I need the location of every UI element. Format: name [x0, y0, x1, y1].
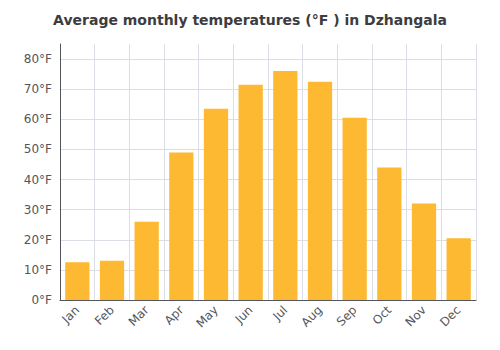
svg-text:Oct: Oct [370, 303, 395, 328]
svg-text:Dec: Dec [437, 303, 463, 329]
svg-text:Nov: Nov [403, 303, 429, 329]
svg-text:Jun: Jun [232, 303, 256, 327]
svg-text:70°F: 70°F [24, 82, 52, 96]
svg-text:Feb: Feb [92, 303, 117, 328]
svg-text:40°F: 40°F [24, 173, 52, 187]
svg-text:May: May [194, 303, 221, 330]
svg-text:60°F: 60°F [24, 112, 52, 126]
svg-text:Jul: Jul [269, 303, 290, 324]
svg-text:50°F: 50°F [24, 142, 52, 156]
svg-text:30°F: 30°F [24, 203, 52, 217]
svg-text:Sep: Sep [334, 303, 360, 329]
svg-text:Apr: Apr [162, 303, 187, 328]
svg-text:Mar: Mar [126, 303, 152, 329]
svg-text:20°F: 20°F [24, 233, 52, 247]
svg-text:Aug: Aug [298, 303, 324, 329]
svg-text:Average monthly temperatures (: Average monthly temperatures (°F ) in Dz… [53, 12, 447, 28]
svg-text:0°F: 0°F [31, 293, 52, 307]
svg-text:Jan: Jan [59, 303, 83, 327]
svg-text:80°F: 80°F [24, 52, 52, 66]
svg-text:10°F: 10°F [24, 263, 52, 277]
